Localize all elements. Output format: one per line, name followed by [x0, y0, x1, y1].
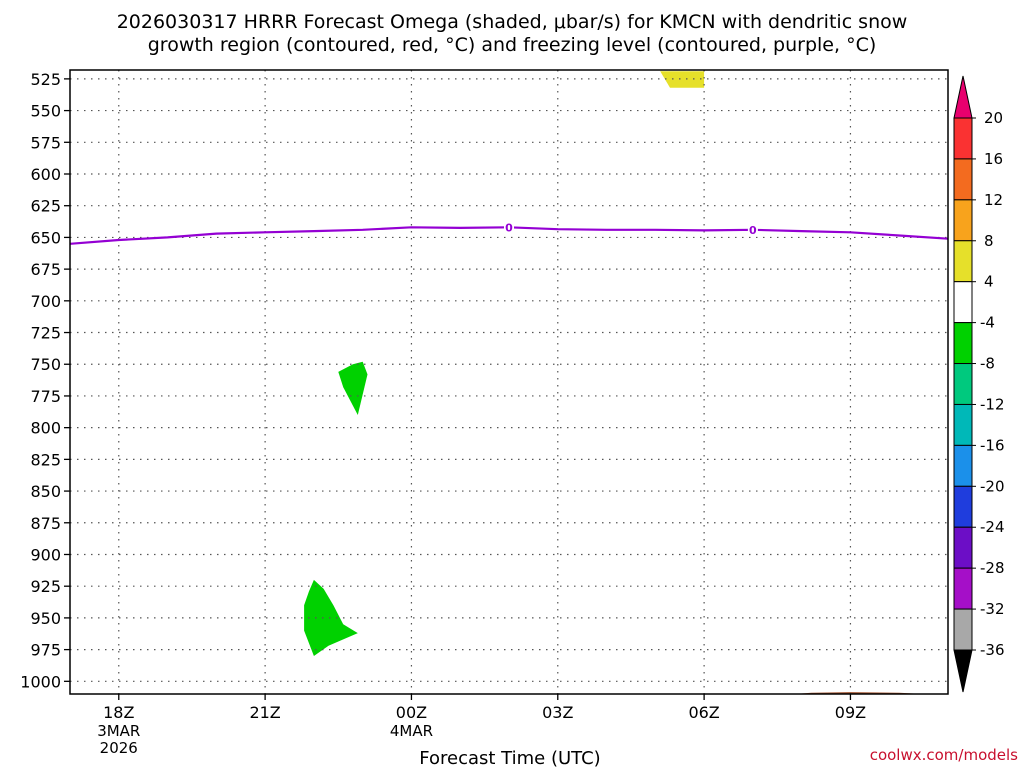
- freezing-level-label: 0: [749, 224, 757, 237]
- x-tick-label: 09Z: [835, 703, 866, 722]
- colorbar-level-label: 8: [984, 232, 994, 250]
- colorbar-segment: [953, 363, 973, 405]
- colorbar-level-label: 4: [984, 273, 994, 291]
- colorbar-segment: [953, 322, 973, 365]
- colorbar-level-label: -24: [980, 518, 1005, 536]
- y-tick-label: 800: [30, 419, 61, 438]
- upward-omega-mid: [338, 361, 368, 415]
- colorbar-level-label: 20: [984, 109, 1003, 127]
- freezing-level-label-bg: [747, 222, 758, 236]
- colorbar-segment: [953, 403, 973, 446]
- y-tick-label: 525: [30, 70, 61, 89]
- y-tick-label: 900: [30, 545, 61, 564]
- y-tick-label: 750: [30, 355, 61, 374]
- colorbar-level-label: -16: [980, 436, 1005, 454]
- y-tick-label: 725: [30, 324, 61, 343]
- y-tick-label: 700: [30, 292, 61, 311]
- colorbar-segment: [953, 199, 973, 242]
- y-tick-label: 775: [30, 387, 61, 406]
- colorbar-level-label: -20: [980, 477, 1005, 495]
- y-tick-label: 600: [30, 165, 61, 184]
- colorbar-level-label: -12: [980, 395, 1005, 413]
- colorbar-top-arrow: [953, 75, 973, 119]
- colorbar-segment: [953, 158, 973, 201]
- y-tick-label: 825: [30, 450, 61, 469]
- y-tick-label: 1000: [20, 672, 61, 691]
- colorbar-segment: [953, 567, 973, 610]
- x-tick-label: 21Z: [249, 703, 280, 722]
- upward-omega-low: [304, 579, 358, 656]
- colorbar-segment: [953, 526, 973, 569]
- y-tick-label: 850: [30, 482, 61, 501]
- y-tick-label: 875: [30, 514, 61, 533]
- freezing-level-label-bg: [504, 220, 514, 234]
- colorbar-segment: [953, 281, 973, 324]
- x-tick-date-label: 2026: [100, 739, 138, 757]
- y-tick-label: 675: [30, 260, 61, 279]
- positive-omega-patch: [660, 71, 705, 88]
- freezing-level-label: 0: [505, 221, 513, 234]
- colorbar: 20 16 12 8 4 -4 -8 -12 -16 -20 -24 -28 -32 -36: [953, 75, 1005, 693]
- colorbar-segment: [953, 444, 973, 487]
- y-tick-label: 975: [30, 641, 61, 660]
- colorbar-segment: [953, 608, 973, 651]
- y-tick-label: 925: [30, 577, 61, 596]
- x-tick-label: 00Z: [396, 703, 427, 722]
- x-tick-label: 06Z: [688, 703, 719, 722]
- plot-frame: [69, 69, 949, 695]
- x-tick-label: 18Z: [103, 703, 134, 722]
- x-tick-label: 03Z: [542, 703, 573, 722]
- chart-title-line-1: 2026030317 HRRR Forecast Omega (shaded, …: [117, 11, 908, 33]
- y-tick-label: 575: [30, 133, 61, 152]
- y-tick-label: 625: [30, 197, 61, 216]
- x-tick-date-label: 4MAR: [390, 722, 433, 740]
- colorbar-level-label: -36: [980, 641, 1005, 659]
- colorbar-level-label: -32: [980, 600, 1005, 618]
- watermark[interactable]: coolwx.com/models: [870, 746, 1018, 764]
- colorbar-level-label: -8: [980, 355, 995, 373]
- colorbar-level-label: 16: [984, 150, 1003, 168]
- x-tick-date-label: 3MAR: [97, 722, 140, 740]
- y-tick-label: 650: [30, 228, 61, 247]
- colorbar-level-label: -28: [980, 559, 1005, 577]
- y-tick-label: 950: [30, 609, 61, 628]
- y-tick-label: 550: [30, 102, 61, 121]
- axes: 525 550 575 600 625 650 675 700 725 750 775 800 825 8…: [20, 69, 949, 757]
- colorbar-segment: [953, 117, 973, 160]
- chart-title-line-2: growth region (contoured, red, °C) and f…: [148, 34, 877, 56]
- colorbar-level-label: -4: [980, 314, 995, 332]
- colorbar-bottom-arrow: [953, 649, 973, 693]
- colorbar-level-label: 12: [984, 191, 1003, 209]
- colorbar-segment: [953, 485, 973, 528]
- x-axis-title: Forecast Time (UTC): [419, 748, 600, 768]
- colorbar-segment: [953, 240, 973, 283]
